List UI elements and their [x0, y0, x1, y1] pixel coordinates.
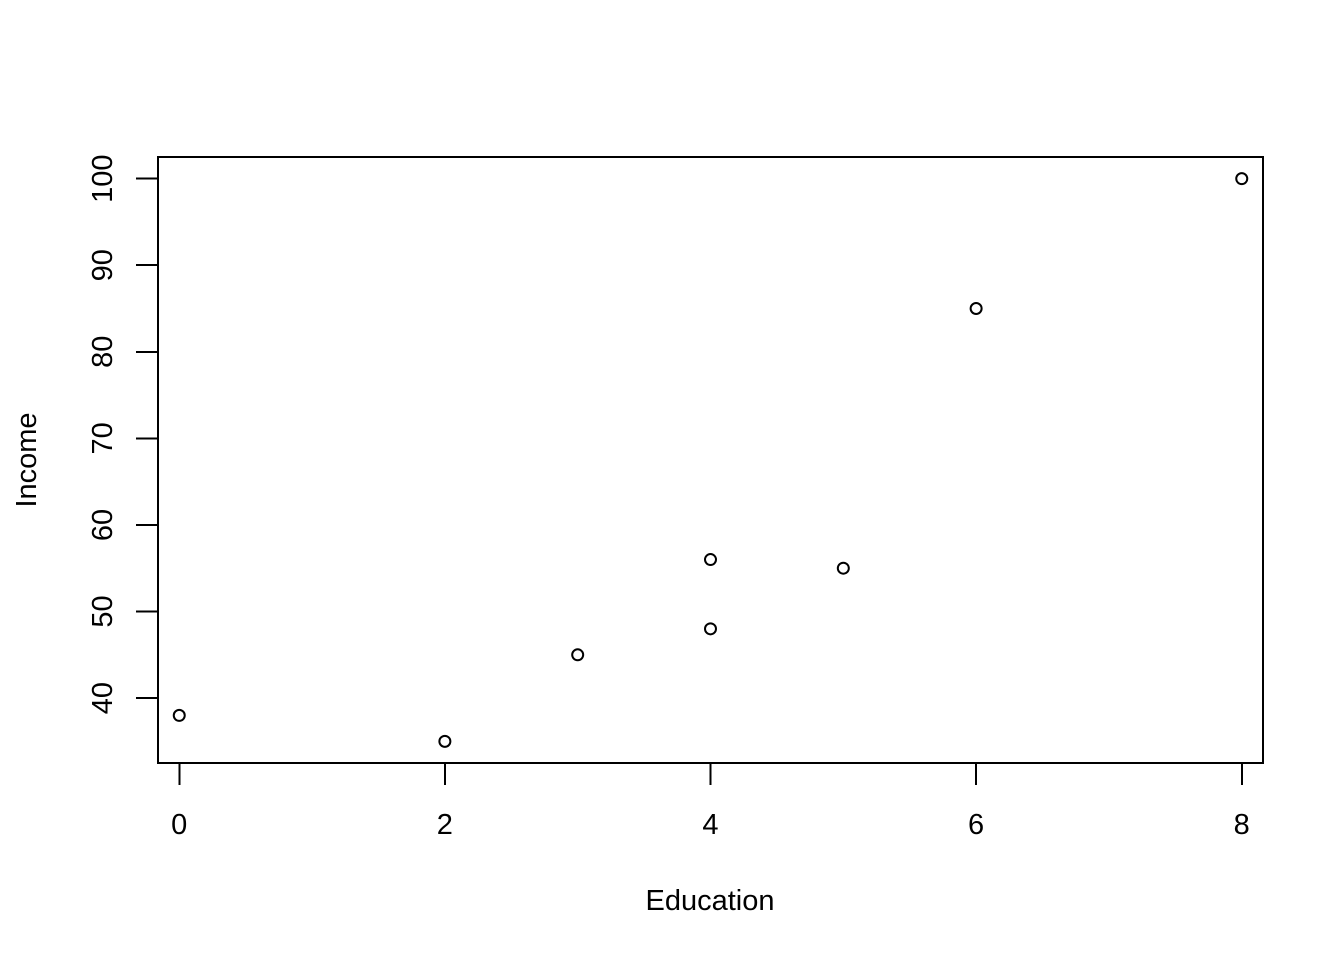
x-tick-label: 2: [437, 809, 453, 841]
y-tick-label: 60: [87, 509, 119, 541]
data-point: [571, 648, 585, 662]
x-tick-label: 4: [702, 809, 718, 841]
y-ticks: 40 50 60 70 80 90 100: [87, 154, 158, 714]
data-point: [438, 734, 452, 748]
data-point: [172, 708, 186, 722]
y-tick-label: 100: [87, 154, 119, 202]
data-point: [1235, 172, 1249, 186]
y-tick-label: 40: [87, 682, 119, 714]
x-axis-label: Education: [646, 885, 775, 917]
data-point: [836, 561, 850, 575]
y-tick-label: 80: [87, 336, 119, 368]
x-ticks: 0 2 4 6 8: [171, 763, 1250, 841]
y-axis-label: Income: [11, 412, 43, 507]
y-tick-label: 50: [87, 595, 119, 627]
data-point: [704, 553, 717, 567]
x-tick-label: 0: [171, 809, 187, 841]
x-tick-label: 6: [968, 809, 984, 841]
data-points: [172, 172, 1249, 748]
data-point: [969, 302, 983, 315]
y-tick-label: 70: [87, 422, 119, 454]
y-tick-label: 90: [87, 249, 119, 281]
plot-frame: [157, 156, 1264, 764]
x-tick-label: 8: [1234, 809, 1250, 841]
data-point: [704, 622, 717, 636]
